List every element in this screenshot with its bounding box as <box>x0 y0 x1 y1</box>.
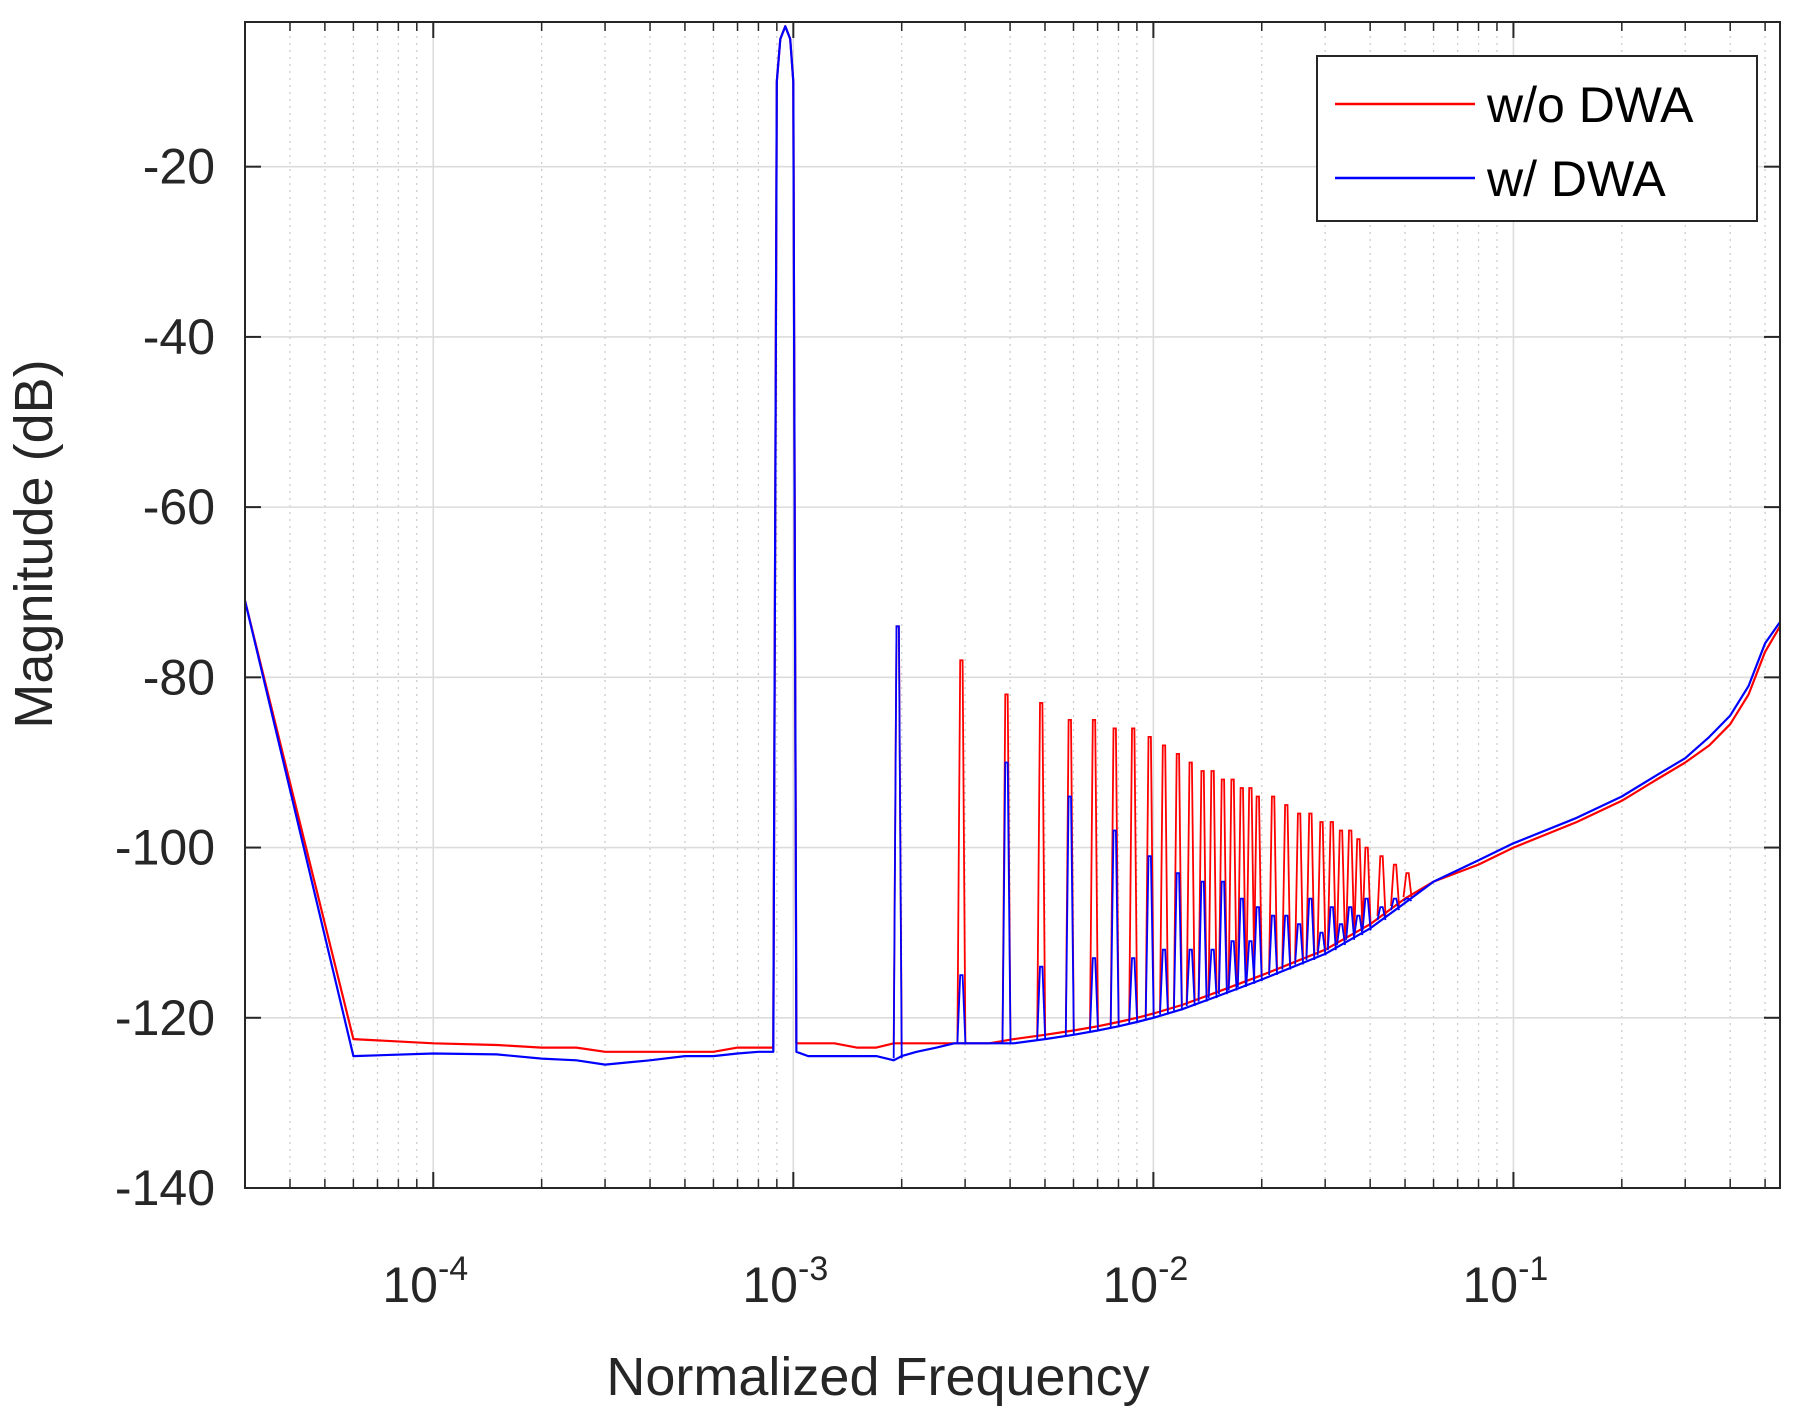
x-axis-title: Normalized Frequency <box>606 1347 1149 1407</box>
y-tick-label: -40 <box>143 309 215 365</box>
y-tick-label: -60 <box>143 479 215 535</box>
legend-label-wo-dwa: w/o DWA <box>1486 77 1694 133</box>
y-tick-label: -140 <box>115 1160 215 1216</box>
y-tick-label: -20 <box>143 139 215 195</box>
legend[interactable]: w/o DWA w/ DWA <box>1317 56 1757 221</box>
spectrum-chart: 10-4 10-3 10-2 10-1 -20-40-60-80-100-120-14… <box>0 0 1805 1413</box>
y-axis-title: Magnitude (dB) <box>4 359 64 728</box>
y-tick-label: -120 <box>115 990 215 1046</box>
y-tick-label: -80 <box>143 649 215 705</box>
legend-label-w-dwa: w/ DWA <box>1486 151 1666 207</box>
y-tick-label: -100 <box>115 820 215 876</box>
